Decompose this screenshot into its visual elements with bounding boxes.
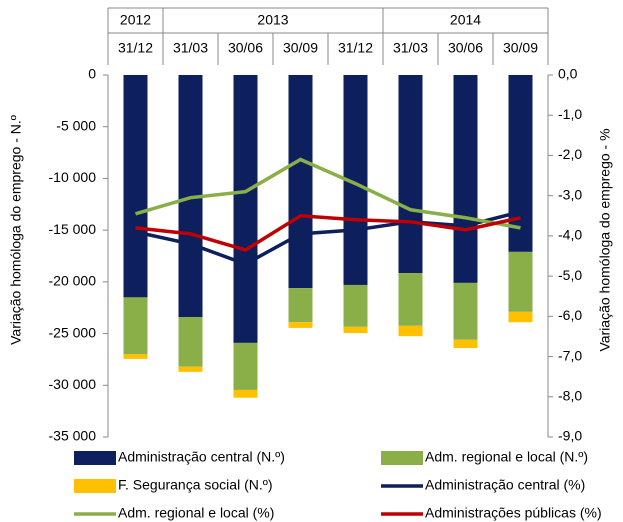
y2-tick-label: -9,0	[558, 428, 582, 444]
y2-axis-label: Variação homóloga do emprego - %	[597, 128, 613, 351]
y-tick-label: -5 000	[56, 117, 96, 133]
y-tick-label: -15 000	[49, 221, 97, 237]
bar	[398, 75, 423, 274]
bar	[343, 326, 368, 334]
y-axis-label: Variação homóloga do emprego - N.º	[8, 115, 24, 345]
y2-tick-label: -7,0	[558, 347, 582, 363]
bar	[233, 389, 258, 398]
x-tick-label: 30/06	[228, 40, 263, 56]
bar	[343, 284, 368, 327]
y-tick-label: -35 000	[49, 428, 97, 444]
bar	[178, 366, 203, 372]
y2-tick-label: -5,0	[558, 267, 582, 283]
bar	[398, 273, 423, 326]
y-tick-label: -10 000	[49, 169, 97, 185]
bar	[123, 297, 148, 355]
bar	[123, 354, 148, 359]
bar	[508, 251, 533, 312]
x-tick-label: 31/12	[338, 40, 373, 56]
legend-swatch	[74, 479, 116, 493]
year-label: 2013	[257, 12, 288, 28]
bar	[178, 317, 203, 367]
legend-label: F. Segurança social (N.º)	[118, 477, 273, 493]
x-tick-label: 30/06	[448, 40, 483, 56]
line	[135, 213, 521, 252]
line	[135, 210, 521, 266]
legend-label: Adm. regional e local (%)	[118, 505, 274, 521]
bar	[508, 75, 533, 252]
x-tick-label: 31/03	[393, 40, 428, 56]
y2-tick-label: 0,0	[558, 66, 578, 82]
x-tick-label: 30/09	[283, 40, 318, 56]
line	[135, 157, 521, 230]
bar	[123, 75, 148, 298]
x-tick-label: 30/09	[503, 40, 538, 56]
bar	[453, 339, 478, 349]
bar	[288, 322, 313, 328]
y2-tick-label: -6,0	[558, 307, 582, 323]
bar	[233, 75, 258, 343]
y-tick-label: 0	[88, 66, 96, 82]
y2-tick-label: -1,0	[558, 106, 582, 122]
bar	[453, 282, 478, 340]
legend-swatch	[74, 451, 116, 465]
y2-tick-label: -3,0	[558, 186, 582, 202]
year-label: 2012	[120, 12, 151, 28]
legend-label: Administrações públicas (%)	[425, 505, 602, 521]
y-tick-label: -30 000	[49, 376, 97, 392]
bar	[508, 311, 533, 323]
y-tick-label: -20 000	[49, 273, 97, 289]
bar	[288, 288, 313, 323]
bar	[453, 75, 478, 283]
y-tick-label: -25 000	[49, 324, 97, 340]
y2-tick-label: -8,0	[558, 387, 582, 403]
x-tick-label: 31/03	[173, 40, 208, 56]
bar	[398, 325, 423, 337]
y2-tick-label: -2,0	[558, 146, 582, 162]
y2-tick-label: -4,0	[558, 227, 582, 243]
bar	[288, 75, 313, 289]
legend-label: Administração central (%)	[425, 477, 585, 493]
legend-label: Adm. regional e local (N.º)	[425, 449, 588, 465]
bar	[233, 342, 258, 390]
x-tick-label: 31/12	[118, 40, 153, 56]
legend-swatch	[381, 451, 423, 465]
year-label: 2014	[450, 12, 481, 28]
legend-label: Administração central (N.º)	[118, 449, 285, 465]
